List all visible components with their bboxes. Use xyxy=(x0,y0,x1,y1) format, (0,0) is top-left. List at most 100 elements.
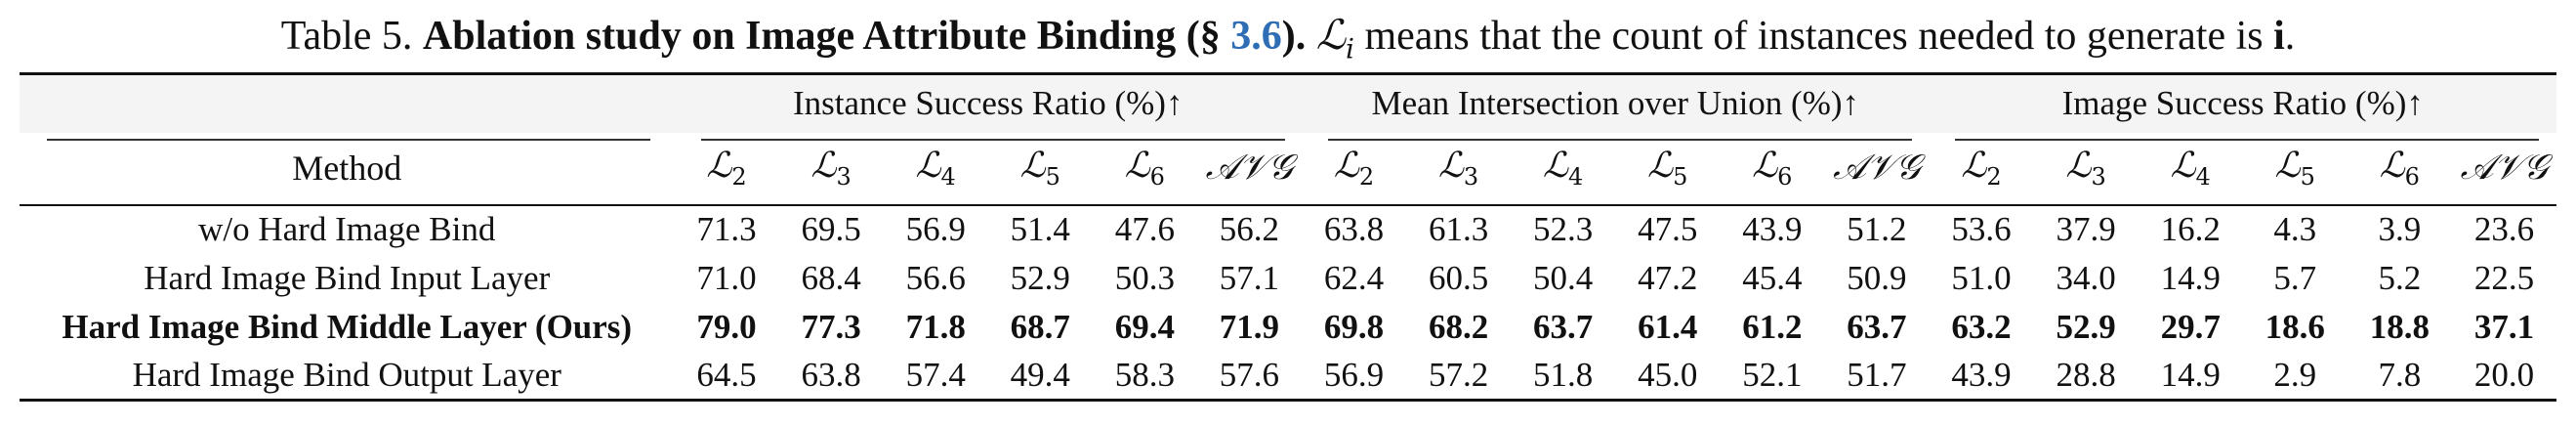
value-cell: 71.0 xyxy=(696,258,757,297)
method-name-cell: Hard Image Bind Output Layer xyxy=(132,355,561,394)
value-cell: 69.5 xyxy=(801,210,861,248)
metric-column-header: ℒ5 xyxy=(1647,145,1688,192)
value-cell: 43.9 xyxy=(1742,210,1803,248)
table-row: Hard Image Bind Middle Layer (Ours) 79.0 7… xyxy=(20,303,2556,352)
metric-column-header: ℒ5 xyxy=(2274,145,2315,192)
value-cell: 68.4 xyxy=(801,258,861,297)
caption-symbol: ℒi xyxy=(1315,11,1354,65)
value-cell: 51.2 xyxy=(1847,210,1907,248)
caption-rest: means that the count of instances needed… xyxy=(1353,14,2274,59)
metric-column-header: ℒ2 xyxy=(706,145,747,192)
value-cell: 50.9 xyxy=(1847,258,1907,297)
value-cell: 51.7 xyxy=(1847,355,1907,394)
metric-column-header: 𝒜𝒱𝒢 xyxy=(2460,148,2549,188)
table-row: Hard Image Bind Input Layer 71.0 68.4 56.6 5… xyxy=(20,254,2556,303)
table-row: Hard Image Bind Output Layer 64.5 63.8 57.4… xyxy=(20,352,2556,401)
value-cell: 47.2 xyxy=(1638,258,1698,297)
value-cell: 34.0 xyxy=(2056,258,2116,297)
value-cell: 22.5 xyxy=(2473,258,2535,297)
metric-column-header: ℒ2 xyxy=(1333,145,1375,192)
table-row: w/o Hard Image Bind 71.3 69.5 56.9 51.4 47.6 5… xyxy=(20,204,2556,254)
value-cell: 45.4 xyxy=(1742,258,1803,297)
value-cell: 7.8 xyxy=(2378,355,2422,394)
value-cell: 5.7 xyxy=(2273,258,2317,297)
value-cell: 51.0 xyxy=(1951,258,2012,297)
metric-column-header: ℒ6 xyxy=(2379,145,2420,192)
value-cell: 28.8 xyxy=(2056,355,2116,394)
caption-section-ref[interactable]: 3.6 xyxy=(1230,14,1282,59)
value-cell: 49.4 xyxy=(1010,355,1070,394)
value-cell: 52.3 xyxy=(1533,210,1594,248)
method-name-cell: Hard Image Bind Middle Layer (Ours) xyxy=(62,307,633,346)
value-cell: 57.6 xyxy=(1219,355,1280,394)
value-cell: 79.0 xyxy=(696,307,757,346)
value-cell: 56.6 xyxy=(905,258,966,297)
value-cell: 50.4 xyxy=(1533,258,1594,297)
metric-column-header: ℒ3 xyxy=(2065,145,2106,192)
value-cell: 56.9 xyxy=(905,210,966,248)
caption-i: i xyxy=(2273,14,2285,59)
value-cell: 68.2 xyxy=(1428,307,1489,346)
value-cell: 63.2 xyxy=(1951,307,2012,346)
value-cell: 4.3 xyxy=(2273,210,2317,248)
metric-column-header: 𝒜𝒱𝒢 xyxy=(1833,148,1921,188)
metric-column-header: 𝒜𝒱𝒢 xyxy=(1205,148,1294,188)
ablation-table: Instance Success Ratio (%)↑ Mean Interse… xyxy=(20,72,2556,402)
value-cell: 56.2 xyxy=(1219,210,1280,248)
value-cell: 18.6 xyxy=(2264,307,2325,346)
value-cell: 71.9 xyxy=(1219,307,1280,346)
column-header-row: Method ℒ2 ℒ3 ℒ4 ℒ5 ℒ6 𝒜𝒱𝒢 ℒ2 ℒ3 ℒ4 ℒ5 ℒ6 𝒜𝒱𝒢 ℒ2 ℒ3 ℒ4 ℒ… xyxy=(20,133,2556,205)
method-name-cell: Hard Image Bind Input Layer xyxy=(144,258,551,297)
metric-column-header: ℒ4 xyxy=(915,145,956,192)
method-header-rule xyxy=(47,139,650,141)
value-cell: 37.9 xyxy=(2056,210,2116,248)
value-cell: 64.5 xyxy=(696,355,757,394)
group-header-miou: Mean Intersection over Union (%)↑ xyxy=(1371,84,1860,123)
caption-end: . xyxy=(2284,14,2296,59)
caption-title: Ablation study on Image Attribute Bindin… xyxy=(422,14,1221,59)
value-cell: 3.9 xyxy=(2378,210,2422,248)
metric-column-header: ℒ6 xyxy=(1124,145,1165,192)
metric-column-header: ℒ3 xyxy=(1437,145,1479,192)
value-cell: 45.0 xyxy=(1638,355,1698,394)
value-cell: 60.5 xyxy=(1428,258,1489,297)
group-rule-instance xyxy=(701,139,1285,141)
metric-column-header: ℒ4 xyxy=(1543,145,1584,192)
value-cell: 71.8 xyxy=(905,307,966,346)
value-cell: 57.2 xyxy=(1428,355,1489,394)
value-cell: 52.9 xyxy=(1010,258,1070,297)
value-cell: 5.2 xyxy=(2378,258,2422,297)
group-rule-image xyxy=(1955,139,2539,141)
value-cell: 53.6 xyxy=(1951,210,2012,248)
value-cell: 37.1 xyxy=(2473,307,2535,346)
value-cell: 69.4 xyxy=(1114,307,1175,346)
value-cell: 62.4 xyxy=(1323,258,1385,297)
value-cell: 56.9 xyxy=(1323,355,1385,394)
value-cell: 18.8 xyxy=(2369,307,2430,346)
metric-column-header: ℒ6 xyxy=(1752,145,1793,192)
group-header-row: Instance Success Ratio (%)↑ Mean Interse… xyxy=(20,73,2556,133)
table-caption: Table 5. Ablation study on Image Attribu… xyxy=(0,8,2576,76)
value-cell: 57.4 xyxy=(905,355,966,394)
value-cell: 14.9 xyxy=(2160,355,2221,394)
group-header-instance-success: Instance Success Ratio (%)↑ xyxy=(793,84,1184,123)
value-cell: 16.2 xyxy=(2160,210,2221,248)
value-cell: 52.1 xyxy=(1742,355,1803,394)
value-cell: 20.0 xyxy=(2473,355,2535,394)
value-cell: 43.9 xyxy=(1951,355,2012,394)
value-cell: 69.8 xyxy=(1323,307,1385,346)
value-cell: 61.4 xyxy=(1638,307,1698,346)
value-cell: 51.8 xyxy=(1533,355,1594,394)
value-cell: 2.9 xyxy=(2273,355,2317,394)
group-header-image-success: Image Success Ratio (%)↑ xyxy=(2061,84,2424,123)
value-cell: 63.7 xyxy=(1847,307,1907,346)
metric-column-header: ℒ3 xyxy=(810,145,852,192)
metric-column-header: ℒ2 xyxy=(1961,145,2002,192)
caption-prefix: Table 5. xyxy=(280,14,413,59)
value-cell: 71.3 xyxy=(696,210,757,248)
value-cell: 61.3 xyxy=(1428,210,1489,248)
value-cell: 23.6 xyxy=(2473,210,2535,248)
value-cell: 68.7 xyxy=(1010,307,1070,346)
value-cell: 63.7 xyxy=(1533,307,1594,346)
group-rule-miou xyxy=(1328,139,1912,141)
